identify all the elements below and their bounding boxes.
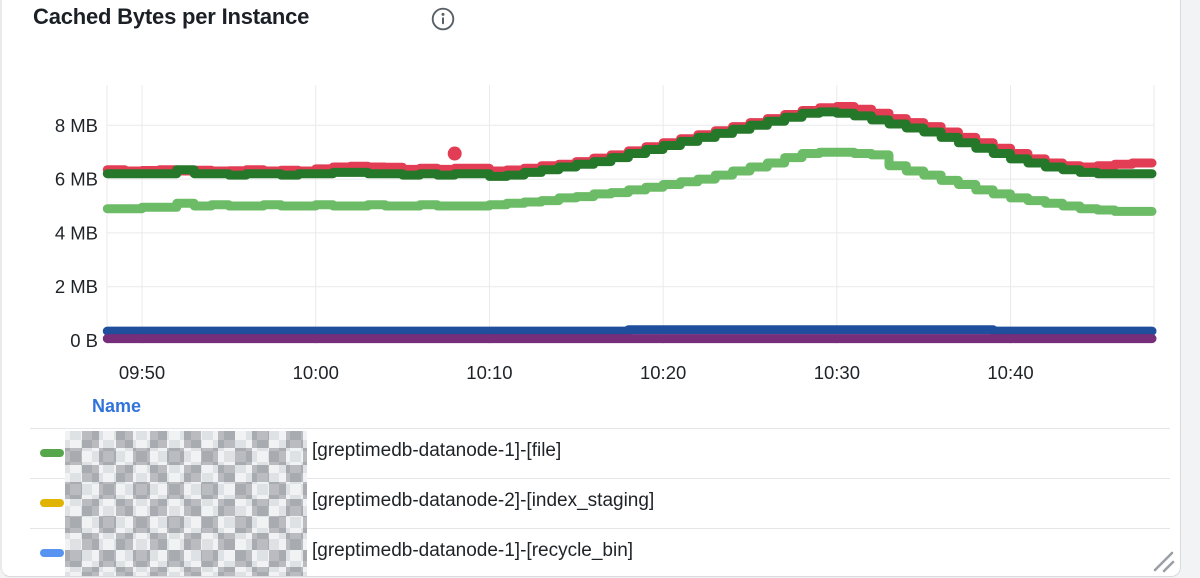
legend-series-marker[interactable] [40,449,64,457]
legend-row-divider [30,528,1170,529]
legend-row-label[interactable]: [greptimedb-datanode-1]-[file] [312,440,562,461]
y-axis-tick-label: 2 MB [55,276,98,297]
timeseries-chart[interactable]: 8 MB 6 MB 4 MB 2 MB 0 B 09:50 10:00 10:10 10:20 1… [2,0,1181,395]
x-axis-tick-label: 10:00 [293,362,339,383]
x-axis-tick-label: 10:20 [640,362,686,383]
legend-row-divider [30,428,1170,429]
x-axis-tick-label: 09:50 [119,362,165,383]
timeseries-chart-area[interactable]: 8 MB 6 MB 4 MB 2 MB 0 B 09:50 10:00 10:10 10:20 1… [2,0,1181,395]
outlier-point [447,146,462,161]
panel-resize-handle[interactable] [1150,548,1176,574]
chart-series-series-navy [102,325,1157,336]
y-axis-tick-label: 8 MB [55,115,98,136]
legend-series-marker[interactable] [40,549,64,557]
legend-row-label[interactable]: [greptimedb-datanode-2]-[index_staging] [312,490,655,511]
chart-series-series-dark-green [102,107,1157,181]
y-axis-tick-label: 6 MB [55,169,98,190]
y-axis-tick-label: 0 B [70,330,98,351]
x-axis-tick-label: 10:40 [987,362,1033,383]
legend-row-label[interactable]: [greptimedb-datanode-1]-[recycle_bin] [312,540,634,561]
redacted-instance-names-blur [65,431,307,576]
panel-title: Cached Bytes per Instance [33,4,310,29]
chart-series-series-light-green [102,147,1157,216]
y-axis-tick-label: 4 MB [55,222,98,243]
x-axis-tick-label: 10:30 [814,362,860,383]
legend-row-divider [30,478,1170,479]
legend-series-marker[interactable] [40,499,64,507]
legend-column-header-name[interactable]: Name [92,396,142,416]
x-axis-tick-label: 10:10 [466,362,512,383]
info-icon[interactable] [430,6,456,32]
